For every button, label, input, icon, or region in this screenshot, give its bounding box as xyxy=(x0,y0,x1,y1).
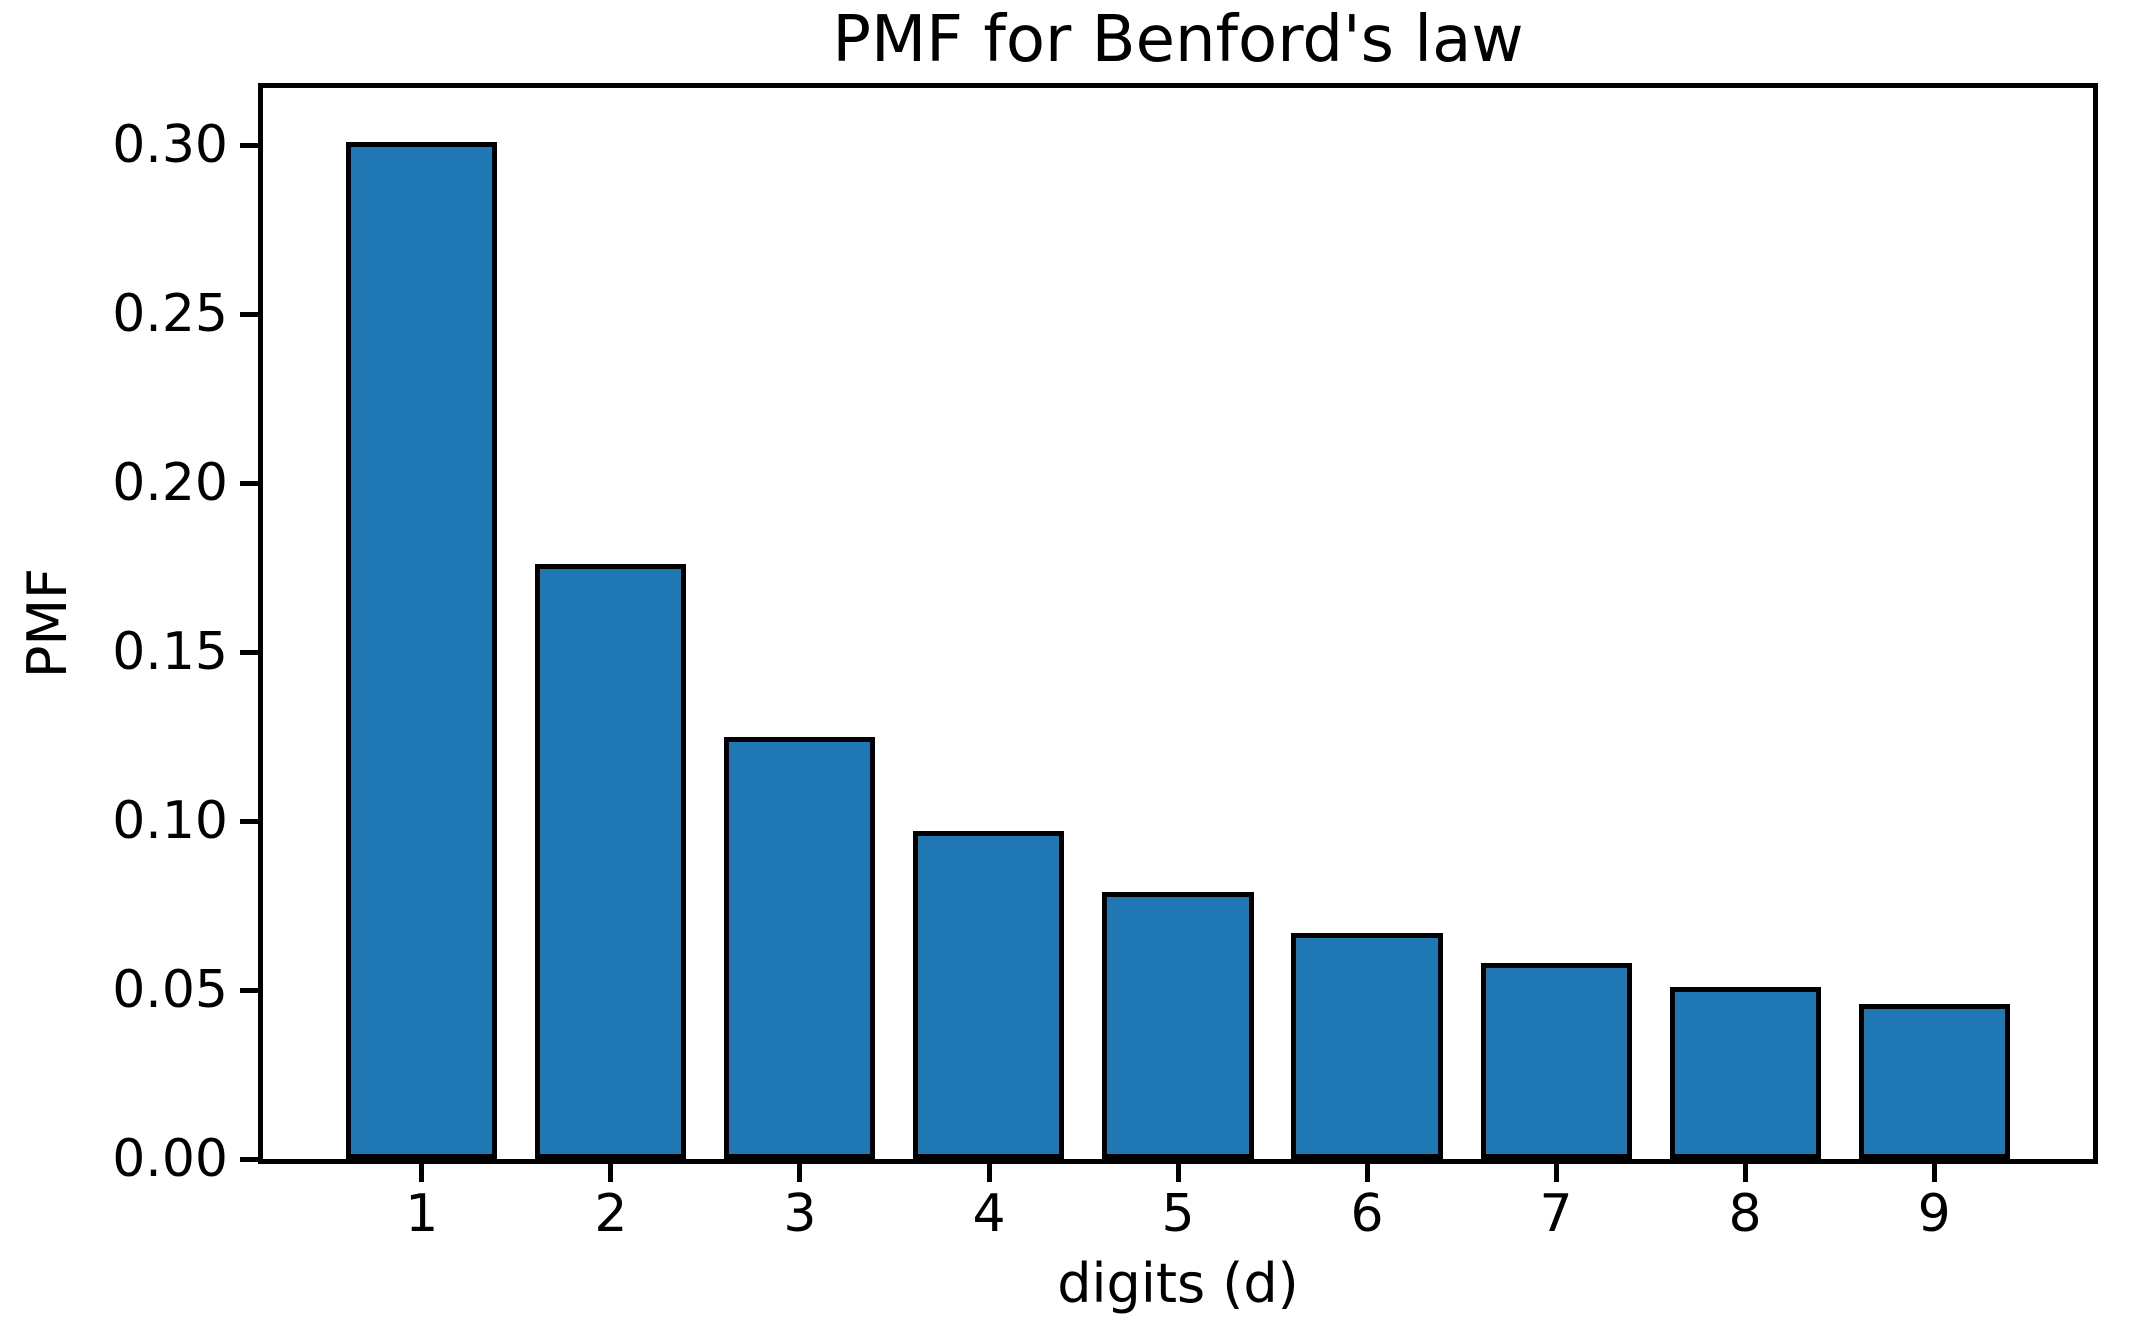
chart-title: PMF for Benford's law xyxy=(832,3,1524,77)
bar-digit-9 xyxy=(1858,1003,2010,1159)
bar-digit-5 xyxy=(1102,892,1254,1159)
x-tick-label: 2 xyxy=(594,1184,628,1244)
y-tick xyxy=(240,649,258,655)
x-tick xyxy=(419,1164,425,1182)
bar-digit-8 xyxy=(1669,986,1821,1159)
y-tick-label: 0.30 xyxy=(112,115,228,176)
x-tick-label: 3 xyxy=(783,1184,817,1244)
y-tick-label: 0.15 xyxy=(112,622,228,683)
bar-digit-7 xyxy=(1480,963,1632,1159)
y-tick xyxy=(240,987,258,993)
x-tick-label: 5 xyxy=(1161,1184,1195,1244)
y-tick-label: 0.00 xyxy=(112,1129,228,1189)
x-tick xyxy=(1364,1164,1370,1182)
y-tick-label: 0.25 xyxy=(112,284,228,345)
x-tick xyxy=(1553,1164,1559,1182)
x-tick-label: 1 xyxy=(405,1184,439,1244)
x-tick xyxy=(1931,1164,1937,1182)
y-tick-label: 0.20 xyxy=(112,453,228,514)
plot-area xyxy=(258,83,2098,1164)
y-tick xyxy=(240,311,258,317)
bar-digit-2 xyxy=(535,564,687,1159)
y-tick xyxy=(240,1156,258,1162)
y-tick xyxy=(240,818,258,824)
y-tick xyxy=(240,142,258,148)
y-tick-label: 0.10 xyxy=(112,791,228,851)
x-tick-label: 6 xyxy=(1350,1184,1384,1244)
y-tick xyxy=(240,480,258,486)
x-tick xyxy=(608,1164,614,1182)
x-tick xyxy=(1175,1164,1181,1182)
x-tick xyxy=(1742,1164,1748,1182)
x-tick-label: 9 xyxy=(1917,1184,1951,1244)
bar-digit-3 xyxy=(724,736,876,1159)
bar-digit-1 xyxy=(346,141,498,1159)
x-tick-label: 8 xyxy=(1728,1184,1762,1244)
x-tick-label: 7 xyxy=(1539,1184,1573,1244)
x-tick-label: 4 xyxy=(972,1184,1006,1244)
y-tick-label: 0.05 xyxy=(112,960,228,1020)
x-tick xyxy=(986,1164,992,1182)
x-axis-label: digits (d) xyxy=(1057,1252,1299,1315)
x-tick xyxy=(797,1164,803,1182)
bar-digit-6 xyxy=(1291,932,1443,1159)
bar-digit-4 xyxy=(913,831,1065,1159)
